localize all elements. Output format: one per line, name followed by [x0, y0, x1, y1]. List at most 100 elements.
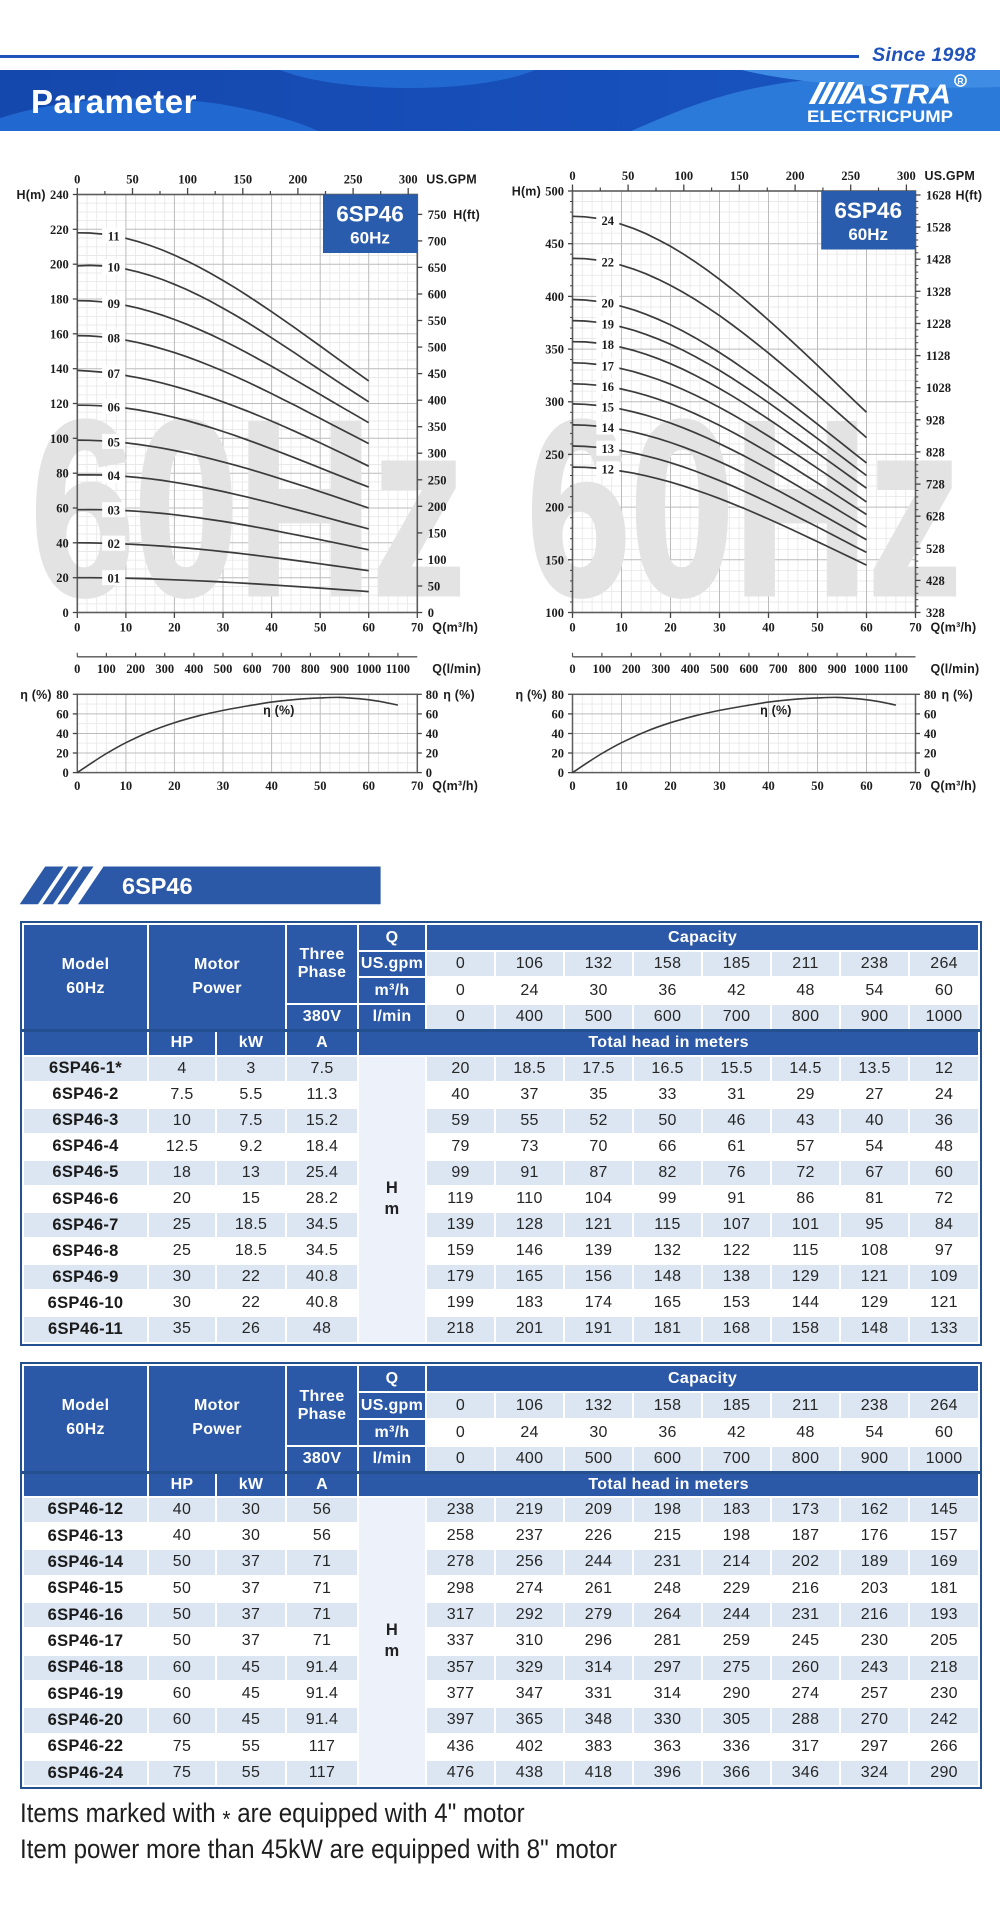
svg-text:200: 200: [126, 662, 145, 676]
svg-text:0: 0: [426, 766, 432, 780]
svg-text:300: 300: [651, 662, 670, 676]
svg-text:650: 650: [428, 261, 447, 275]
svg-text:07: 07: [107, 367, 120, 381]
svg-text:η (%): η (%): [515, 688, 547, 702]
svg-text:828: 828: [926, 445, 945, 459]
svg-text:80: 80: [924, 688, 937, 702]
svg-text:70: 70: [909, 621, 922, 635]
svg-text:1428: 1428: [926, 253, 951, 267]
svg-text:0: 0: [569, 662, 575, 676]
svg-text:1000: 1000: [854, 662, 879, 676]
svg-text:02: 02: [107, 537, 120, 551]
svg-text:24: 24: [602, 214, 615, 228]
svg-text:100: 100: [674, 169, 693, 183]
svg-text:0: 0: [569, 779, 575, 793]
svg-text:600: 600: [428, 288, 447, 302]
svg-text:Q(l/min): Q(l/min): [931, 662, 980, 676]
svg-text:900: 900: [828, 662, 847, 676]
svg-text:500: 500: [428, 341, 447, 355]
svg-text:13: 13: [602, 442, 615, 456]
svg-text:400: 400: [185, 662, 204, 676]
svg-text:30: 30: [217, 621, 230, 635]
svg-text:0: 0: [558, 766, 564, 780]
svg-text:60: 60: [860, 779, 873, 793]
svg-text:40: 40: [762, 621, 775, 635]
svg-text:928: 928: [926, 413, 945, 427]
svg-text:14: 14: [602, 421, 615, 435]
svg-text:1628: 1628: [926, 189, 951, 203]
svg-text:H(m): H(m): [512, 185, 541, 199]
svg-text:H(m): H(m): [17, 188, 46, 202]
svg-text:50: 50: [428, 580, 441, 594]
svg-text:1328: 1328: [926, 285, 951, 299]
svg-text:750: 750: [428, 208, 447, 222]
svg-text:100: 100: [97, 662, 116, 676]
svg-text:200: 200: [545, 501, 564, 515]
svg-text:40: 40: [552, 727, 565, 741]
svg-text:Q(m³/h): Q(m³/h): [432, 779, 478, 793]
svg-text:0: 0: [74, 173, 80, 187]
svg-text:300: 300: [155, 662, 174, 676]
svg-text:450: 450: [545, 237, 564, 251]
svg-text:η (%): η (%): [443, 688, 475, 702]
svg-text:10: 10: [615, 621, 628, 635]
svg-text:400: 400: [545, 290, 564, 304]
svg-text:80: 80: [426, 688, 439, 702]
svg-text:0: 0: [74, 621, 80, 635]
svg-text:Q(m³/h): Q(m³/h): [931, 779, 977, 793]
svg-text:Q(m³/h): Q(m³/h): [931, 621, 977, 635]
svg-text:80: 80: [56, 688, 69, 702]
svg-text:550: 550: [428, 314, 447, 328]
svg-text:220: 220: [50, 223, 69, 237]
svg-text:200: 200: [786, 169, 805, 183]
svg-text:250: 250: [344, 173, 363, 187]
svg-text:η (%): η (%): [760, 703, 792, 717]
svg-text:Q(l/min): Q(l/min): [432, 662, 481, 676]
svg-text:100: 100: [50, 432, 69, 446]
svg-text:20: 20: [552, 747, 565, 761]
svg-text:200: 200: [50, 258, 69, 272]
svg-text:11: 11: [108, 229, 120, 243]
svg-text:20: 20: [664, 779, 677, 793]
svg-text:300: 300: [399, 173, 418, 187]
svg-text:160: 160: [50, 327, 69, 341]
svg-text:240: 240: [50, 188, 69, 202]
svg-text:120: 120: [50, 397, 69, 411]
svg-text:η (%): η (%): [942, 688, 974, 702]
svg-text:400: 400: [428, 394, 447, 408]
svg-text:04: 04: [107, 469, 120, 483]
svg-text:60Hz: 60Hz: [350, 229, 390, 248]
svg-text:100: 100: [428, 553, 447, 567]
svg-text:60: 60: [56, 707, 69, 721]
svg-text:18: 18: [602, 338, 615, 352]
svg-text:19: 19: [602, 317, 615, 331]
svg-text:03: 03: [107, 504, 120, 518]
svg-text:40: 40: [762, 779, 775, 793]
svg-text:20: 20: [426, 747, 439, 761]
svg-text:Q(m³/h): Q(m³/h): [432, 621, 478, 635]
svg-text:20: 20: [924, 747, 937, 761]
svg-text:800: 800: [798, 662, 817, 676]
svg-text:17: 17: [602, 360, 615, 374]
svg-text:100: 100: [178, 173, 197, 187]
svg-text:250: 250: [841, 169, 860, 183]
svg-text:20: 20: [602, 297, 615, 311]
svg-text:700: 700: [769, 662, 788, 676]
svg-text:500: 500: [710, 662, 729, 676]
svg-text:300: 300: [428, 447, 447, 461]
svg-text:H(ft): H(ft): [453, 208, 480, 222]
svg-text:150: 150: [730, 169, 749, 183]
svg-text:0: 0: [569, 169, 575, 183]
svg-text:328: 328: [926, 606, 945, 620]
svg-text:0: 0: [428, 606, 434, 620]
svg-text:0: 0: [63, 766, 69, 780]
svg-text:428: 428: [926, 574, 945, 588]
svg-text:100: 100: [593, 662, 612, 676]
svg-text:09: 09: [107, 297, 120, 311]
svg-text:60: 60: [924, 707, 937, 721]
svg-text:0: 0: [74, 779, 80, 793]
svg-text:528: 528: [926, 542, 945, 556]
svg-text:180: 180: [50, 293, 69, 307]
svg-text:600: 600: [243, 662, 262, 676]
svg-text:US.GPM: US.GPM: [426, 173, 477, 187]
